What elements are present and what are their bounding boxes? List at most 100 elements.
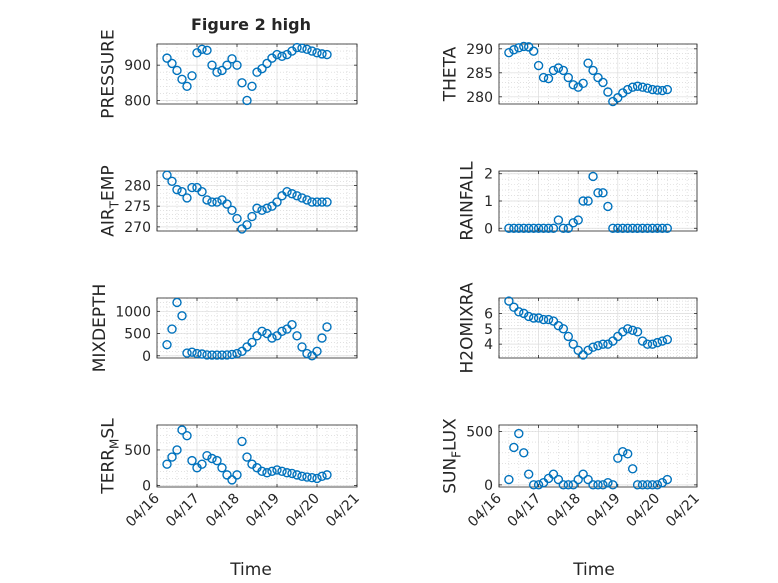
data-point — [642, 83, 653, 93]
data-point — [524, 469, 534, 479]
data-point — [307, 197, 317, 207]
x-tick-label: 04/19 — [243, 491, 283, 531]
data-point — [292, 191, 302, 201]
data-point — [568, 80, 578, 90]
data-point — [302, 44, 312, 54]
data-point — [222, 60, 232, 70]
data-point — [177, 186, 187, 197]
data-point — [588, 65, 598, 76]
y-tick-label: 900 — [124, 58, 151, 74]
data-point — [543, 314, 554, 325]
data-point — [162, 170, 172, 180]
y-tick-label: 0 — [142, 479, 151, 495]
axes-box — [498, 424, 698, 488]
data-point — [177, 311, 187, 321]
data-point — [652, 85, 663, 95]
data-point — [548, 316, 559, 326]
data-point — [282, 468, 292, 478]
data-point — [623, 223, 633, 233]
data-point — [519, 41, 529, 52]
data-point — [662, 223, 672, 233]
data-point — [222, 199, 232, 209]
y-axis-label-main: SUN — [441, 458, 461, 494]
data-point — [583, 196, 593, 206]
data-point — [573, 345, 583, 356]
data-point — [603, 339, 613, 349]
x-tick-label: 04/18 — [544, 491, 584, 531]
y-tick-label: 500 — [466, 424, 493, 440]
y-tick-label: 285 — [466, 66, 493, 82]
y-axis-label: SUNFLUX — [441, 418, 464, 494]
data-point — [167, 452, 177, 462]
axes-box — [498, 297, 698, 359]
data-point — [608, 480, 618, 490]
axes-box — [156, 424, 358, 488]
data-point — [207, 350, 217, 360]
data-point — [172, 445, 182, 455]
data-point — [317, 471, 327, 482]
data-point — [548, 223, 559, 233]
data-point — [618, 223, 628, 233]
y-tick-label: 270 — [124, 220, 151, 236]
y-axis-label: RAINFALL — [458, 161, 478, 241]
data-point — [197, 44, 207, 54]
data-point — [573, 474, 583, 485]
data-point — [618, 327, 628, 337]
data-point — [558, 324, 569, 334]
data-point — [637, 336, 648, 346]
y-axis-label-subscript: M — [108, 439, 122, 449]
data-point — [242, 452, 252, 462]
data-point — [187, 71, 197, 81]
data-point — [548, 65, 559, 76]
data-point — [182, 193, 192, 203]
data-point — [637, 480, 648, 490]
data-point — [227, 205, 237, 216]
x-tick-label: 04/21 — [323, 491, 363, 531]
data-point — [162, 53, 172, 63]
data-point — [538, 72, 549, 83]
x-tick-label: 04/18 — [203, 491, 243, 531]
y-tick-label: 275 — [124, 199, 151, 215]
data-point — [277, 51, 287, 62]
data-point — [212, 197, 222, 207]
data-point — [627, 223, 638, 233]
x-tick-label: 04/20 — [623, 491, 663, 531]
data-point — [307, 473, 317, 483]
data-point — [247, 211, 257, 222]
data-point — [583, 345, 593, 356]
data-point — [543, 223, 554, 233]
x-tick-label: 04/16 — [123, 490, 163, 530]
data-point — [583, 58, 593, 68]
y-axis-label: MIXDEPTH — [90, 284, 110, 373]
x-tick-label: 04/19 — [584, 491, 624, 531]
data-point — [267, 466, 277, 477]
data-point — [307, 46, 317, 56]
data-point — [593, 188, 603, 198]
data-point — [322, 322, 332, 332]
data-point — [652, 337, 663, 348]
data-point — [598, 480, 608, 490]
data-point — [242, 95, 252, 106]
data-point — [623, 84, 633, 95]
data-point — [563, 331, 573, 342]
y-axis-label: AIRTEMP — [99, 165, 122, 236]
data-point — [598, 188, 608, 198]
data-point — [317, 333, 327, 343]
data-point — [227, 349, 237, 360]
x-axis-label-right: Time — [572, 560, 615, 580]
data-point — [162, 339, 172, 350]
data-point — [533, 313, 544, 323]
data-point — [613, 453, 623, 463]
figure-title: Figure 2 high — [191, 15, 311, 34]
data-point — [292, 42, 302, 53]
data-point — [524, 223, 534, 233]
data-point — [514, 428, 524, 439]
data-point — [272, 49, 282, 60]
y-tick-label: 800 — [124, 93, 151, 109]
data-point — [222, 350, 232, 360]
y-tick-label: 0 — [142, 349, 151, 365]
data-point — [262, 468, 272, 478]
data-point — [504, 47, 514, 58]
data-point — [528, 480, 539, 490]
data-point — [297, 193, 307, 203]
